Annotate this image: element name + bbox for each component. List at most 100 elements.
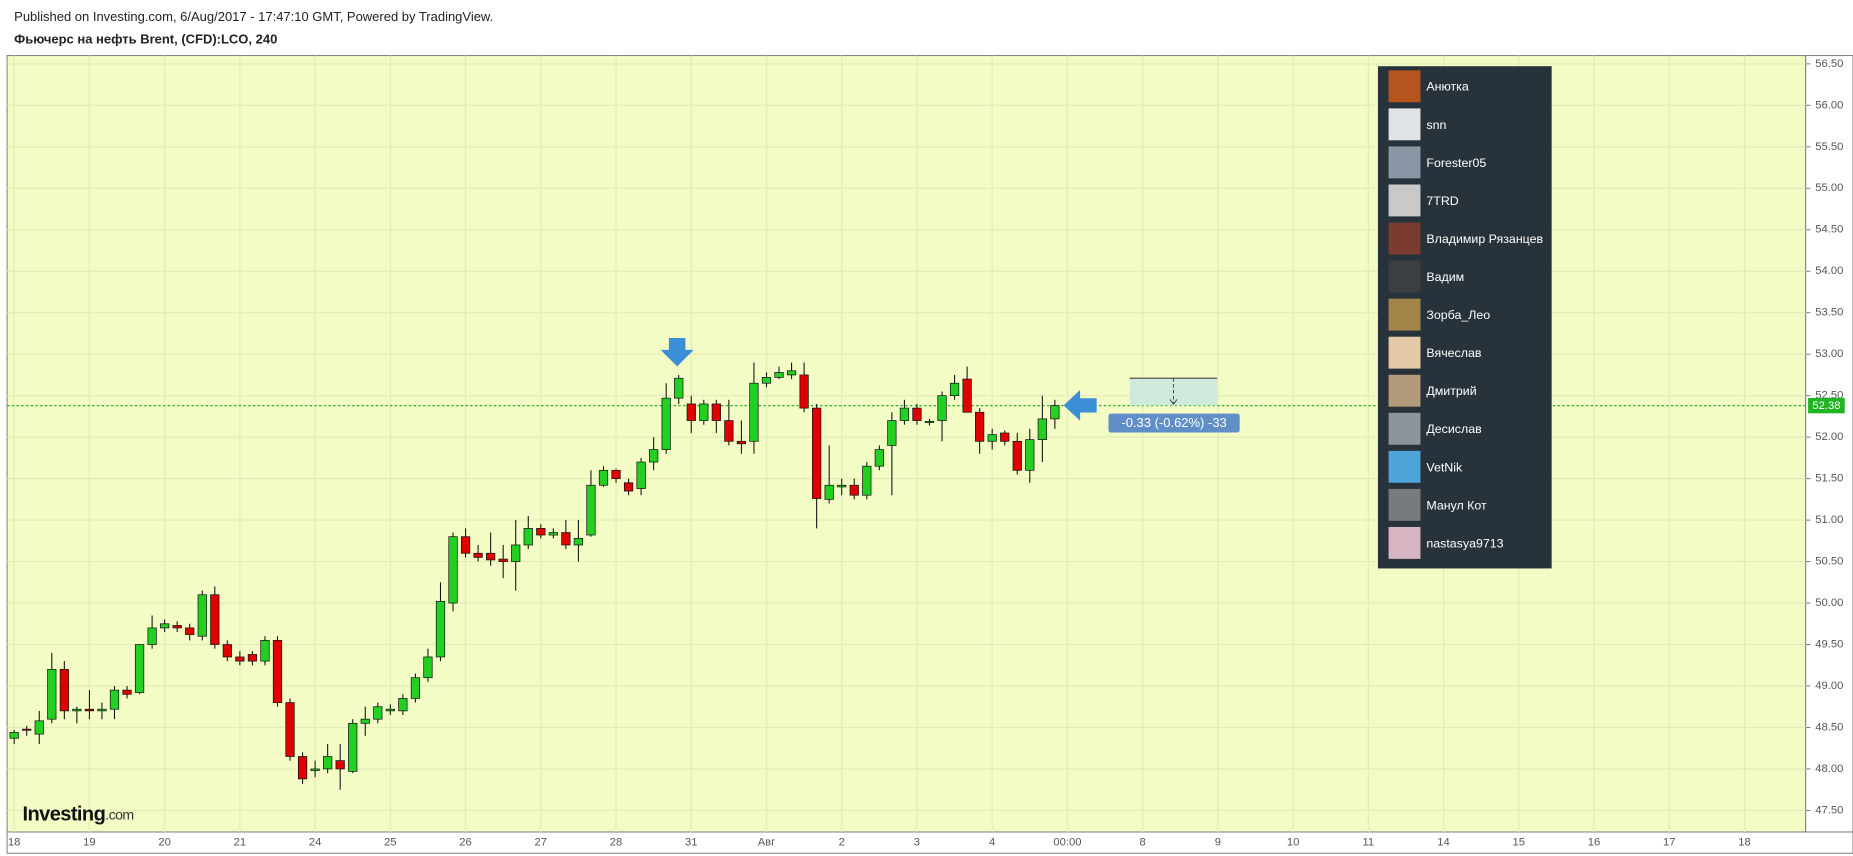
watermark-brand: Investing: [22, 804, 105, 826]
candle-body: [1037, 418, 1047, 440]
x-tick-label: 00:00: [1053, 837, 1081, 849]
candle-body: [435, 601, 446, 658]
candle-body: [134, 644, 145, 693]
viewer-name[interactable]: nastasya9713: [1426, 536, 1503, 550]
candle-body: [360, 718, 370, 724]
candle-body: [398, 698, 408, 712]
y-tick-label: 53.00: [1815, 348, 1843, 360]
candle-body: [473, 552, 483, 558]
price-label: 52.38: [1812, 400, 1840, 412]
viewer-name[interactable]: snn: [1426, 118, 1446, 132]
candle-body: [335, 760, 345, 770]
viewer-name[interactable]: Дмитрий: [1426, 384, 1476, 398]
x-tick-label: 24: [309, 837, 321, 849]
candle-body: [297, 756, 308, 780]
viewer-name[interactable]: Вадим: [1426, 270, 1464, 284]
viewer-name[interactable]: Анютка: [1426, 80, 1468, 94]
x-tick-label: 26: [459, 837, 471, 849]
candle-body: [84, 708, 95, 712]
x-tick-label: 2: [839, 837, 845, 849]
y-tick-label: 55.50: [1815, 141, 1843, 153]
viewer-avatar: [1388, 526, 1421, 559]
y-tick-label: 51.00: [1815, 514, 1843, 526]
candle-body: [235, 656, 245, 662]
viewer-avatar: [1388, 488, 1421, 521]
time-axis: [6, 831, 1853, 854]
viewer-avatar: [1388, 146, 1421, 179]
candle-body: [912, 407, 922, 421]
viewer-name[interactable]: Вячеслав: [1426, 346, 1481, 360]
viewer-avatar: [1388, 184, 1421, 217]
candle-body: [1025, 439, 1035, 471]
candle-body: [774, 372, 784, 378]
viewer-avatar: [1388, 260, 1421, 293]
candle-body: [761, 377, 772, 384]
y-tick-label: 53.50: [1815, 307, 1843, 319]
candle-body: [699, 403, 709, 421]
candle-body: [573, 537, 584, 546]
y-tick-label: 56.00: [1815, 99, 1843, 111]
candle-body: [222, 644, 232, 658]
viewer-name[interactable]: VetNik: [1426, 460, 1463, 474]
candle-body: [260, 640, 270, 662]
candle-body: [410, 677, 421, 699]
viewers-list: Анютка snn Forester05 7TRD Владимир Рязанцев…: [1388, 70, 1544, 559]
published-note: Published on Investing.com, 6/Aug/2017 -…: [14, 9, 493, 24]
x-tick-label: 17: [1663, 837, 1675, 849]
viewer-name[interactable]: Зорба_Лео: [1426, 308, 1490, 322]
candle-body: [460, 536, 471, 554]
candle-body: [247, 654, 258, 662]
x-tick-label: 25: [384, 837, 396, 849]
viewer-name[interactable]: Десислав: [1426, 422, 1482, 436]
candle-body: [448, 536, 458, 604]
viewer-name[interactable]: Манул Кот: [1426, 498, 1487, 512]
candle-body: [611, 469, 621, 479]
x-tick-label: 9: [1215, 837, 1221, 849]
candle-body: [210, 594, 220, 645]
y-tick-label: 50.00: [1815, 597, 1843, 609]
y-tick-label: 48.00: [1815, 763, 1843, 775]
x-tick-label: 4: [989, 837, 995, 849]
measure-label-bg: [1108, 413, 1240, 433]
arrow-left: [1063, 390, 1097, 421]
y-tick-label: 47.50: [1815, 804, 1843, 816]
candle-body: [1000, 432, 1010, 442]
candle-body: [586, 484, 596, 536]
candle-body: [523, 528, 533, 546]
candle-body: [849, 484, 859, 496]
viewer-name[interactable]: Forester05: [1426, 156, 1486, 170]
candle-body: [962, 378, 972, 413]
x-tick-label: Авг: [758, 837, 776, 849]
viewer-avatar: [1388, 412, 1421, 445]
candle-body: [47, 669, 57, 720]
y-tick-label: 54.50: [1815, 224, 1843, 236]
arrow-down: [660, 338, 694, 367]
symbol-title: Фьючерс на нефть Brent, (CFD):LCO, 240: [14, 32, 277, 47]
candle-body: [636, 461, 646, 489]
x-tick-label: 18: [8, 837, 20, 849]
candle-body: [147, 627, 157, 645]
candle-body: [536, 528, 546, 536]
candle-body: [97, 708, 107, 712]
candle-body: [160, 623, 170, 629]
viewer-name[interactable]: 7TRD: [1426, 194, 1458, 208]
candle-body: [59, 669, 69, 712]
candle-body: [786, 370, 797, 376]
candle-body: [511, 544, 521, 562]
measure-head: [1169, 399, 1178, 405]
candle-body: [22, 728, 32, 731]
viewer-name[interactable]: Владимир Рязанцев: [1426, 232, 1543, 246]
x-tick-label: 20: [158, 837, 170, 849]
candle-body: [824, 484, 834, 500]
candle-body: [899, 407, 910, 421]
candle-body: [172, 625, 182, 629]
viewer-avatar: [1388, 374, 1421, 407]
candle-body: [1012, 440, 1022, 471]
candle-body: [373, 706, 383, 720]
candle-body: [674, 377, 684, 399]
candle-body: [385, 708, 395, 712]
watermark: Investing.com: [22, 804, 133, 826]
candle-body: [197, 594, 207, 637]
candle-body: [598, 469, 609, 486]
